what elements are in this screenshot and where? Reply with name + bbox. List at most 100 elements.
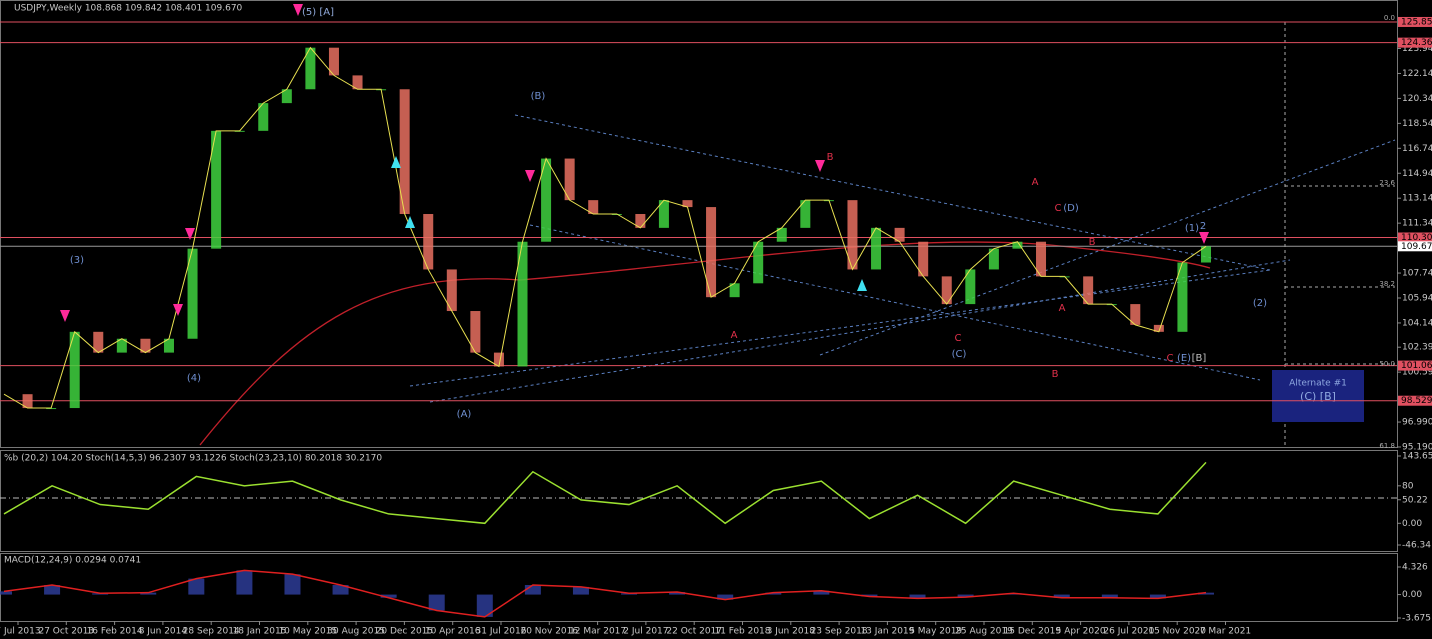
wave-label: (C) <box>952 349 967 360</box>
x-tick-label: 16 Feb 2014 <box>87 627 143 637</box>
candle-segment <box>1130 304 1141 325</box>
wave-label: B <box>827 152 834 163</box>
osc-line <box>3 461 1207 525</box>
x-tick-label: 13 Jan 2019 <box>860 627 914 637</box>
wave-label: A <box>1059 303 1066 314</box>
candle-segment <box>658 200 669 228</box>
x-tick-label: 25 Aug 2019 <box>955 627 1013 637</box>
candle-segment <box>1153 324 1164 332</box>
candle-segment <box>423 214 434 270</box>
macd-bar <box>669 592 686 595</box>
osc-frame <box>0 450 1398 552</box>
candle-segment <box>116 338 127 353</box>
y-tick-label: 0.00 <box>1402 519 1422 529</box>
macd-bar <box>380 594 397 598</box>
wave-label: B <box>1089 237 1096 248</box>
x-tick-label: 20 Dec 2015 <box>376 627 434 637</box>
y-tick-label: 0.00 <box>1402 590 1422 600</box>
macd-bar <box>957 594 974 598</box>
candle-segment <box>682 200 693 208</box>
macd-bar <box>861 594 878 597</box>
candle-segment <box>1036 241 1047 277</box>
wave-label: (4) <box>187 373 201 384</box>
wave-label: C <box>955 333 962 344</box>
y-tick-label: 102.390 <box>1402 343 1432 353</box>
y-tick-label: 122.140 <box>1402 69 1432 79</box>
macd-bar <box>909 594 926 599</box>
level-tag <box>1398 37 1432 48</box>
macd-bar <box>813 590 830 595</box>
candle-segment <box>22 394 33 409</box>
macd-bar <box>188 578 205 595</box>
macd-bar <box>1101 594 1118 598</box>
x-tick-label: 12 Mar 2017 <box>569 627 626 637</box>
candle-segment <box>753 241 764 284</box>
osc-header: %b (20,2) 104.20 Stoch(14,5,3) 96.2307 9… <box>4 454 382 464</box>
price-frame <box>0 0 1398 448</box>
candle-segment <box>588 200 599 215</box>
y-tick-label: 80 <box>1402 481 1414 491</box>
candle-segment <box>541 158 552 242</box>
candle-segment <box>1201 246 1211 263</box>
y-tick-label: 95.190 <box>1402 443 1432 453</box>
x-tick-label: 5 Apr 2020 <box>1056 627 1106 637</box>
candle-segment <box>69 331 80 409</box>
y-tick-label: 111.340 <box>1402 219 1432 229</box>
candle-segment <box>564 158 575 201</box>
wave-label: (A) <box>457 409 472 420</box>
macd-line <box>3 569 1207 618</box>
macd-bar <box>1198 592 1214 595</box>
candle-segment <box>729 283 740 298</box>
candle-segment <box>93 331 104 353</box>
sell-arrow <box>185 228 195 240</box>
sell-arrow <box>293 4 303 16</box>
sell-arrow <box>1199 232 1209 244</box>
level-tag <box>1398 16 1432 27</box>
x-tick-label: 28 Sep 2014 <box>183 627 240 637</box>
alternate-title: Alternate #1 <box>1289 379 1347 389</box>
y-tick-label: 100.590 <box>1402 368 1432 378</box>
buy-arrow <box>857 279 867 291</box>
x-tick-label: 10 May 2015 <box>278 627 337 637</box>
candle-segment <box>352 75 363 90</box>
wave-label: A <box>1032 177 1039 188</box>
macd-bar <box>572 586 589 595</box>
y-tick-label: 118.540 <box>1402 119 1432 129</box>
close-line <box>3 46 1207 409</box>
candle-segment <box>140 338 151 353</box>
symbol-header: USDJPY,Weekly 108.868 109.842 108.401 10… <box>14 4 243 14</box>
macd-bar <box>1053 594 1070 598</box>
x-tick-label: 26 Jul 2020 <box>1103 627 1154 637</box>
x-tick-label: 7 Mar 2021 <box>1200 627 1251 637</box>
y-tick-label: 113.140 <box>1402 194 1432 204</box>
candle-segment <box>894 227 905 242</box>
buy-arrow <box>391 156 401 168</box>
x-tick-label: 30 Aug 2015 <box>327 627 385 637</box>
candle-segment <box>706 207 717 298</box>
wave-label: (B) <box>531 91 546 102</box>
y-tick-label: -46.34 <box>1402 541 1431 551</box>
x-tick-label: 11 Feb 2018 <box>714 627 770 637</box>
fib-label: 38.2 <box>1379 280 1395 288</box>
candle-segment <box>1083 276 1094 305</box>
x-tick-label: 15 Nov 2020 <box>1148 627 1206 637</box>
fib-label: 23.6 <box>1379 179 1395 187</box>
macd-bar <box>765 592 782 595</box>
x-tick-label: 7 Jul 2013 <box>0 627 41 637</box>
macd-bar <box>428 594 445 611</box>
candle-segment <box>281 89 292 104</box>
macd-bar <box>332 585 349 595</box>
macd-bar <box>44 585 61 595</box>
wave-label: 2 <box>1200 221 1206 232</box>
buy-arrow <box>405 216 415 228</box>
x-tick-label: 23 Sep 2018 <box>811 627 868 637</box>
wave-label: (3) <box>70 255 84 266</box>
y-tick-label: 120.340 <box>1402 94 1432 104</box>
macd-bar <box>717 594 734 600</box>
wave-label: [B] <box>1192 353 1207 364</box>
x-tick-label: 5 May 2019 <box>909 627 962 637</box>
y-tick-label: 116.740 <box>1402 144 1432 154</box>
y-tick-label: 114.940 <box>1402 169 1432 179</box>
macd-frame <box>0 553 1398 622</box>
